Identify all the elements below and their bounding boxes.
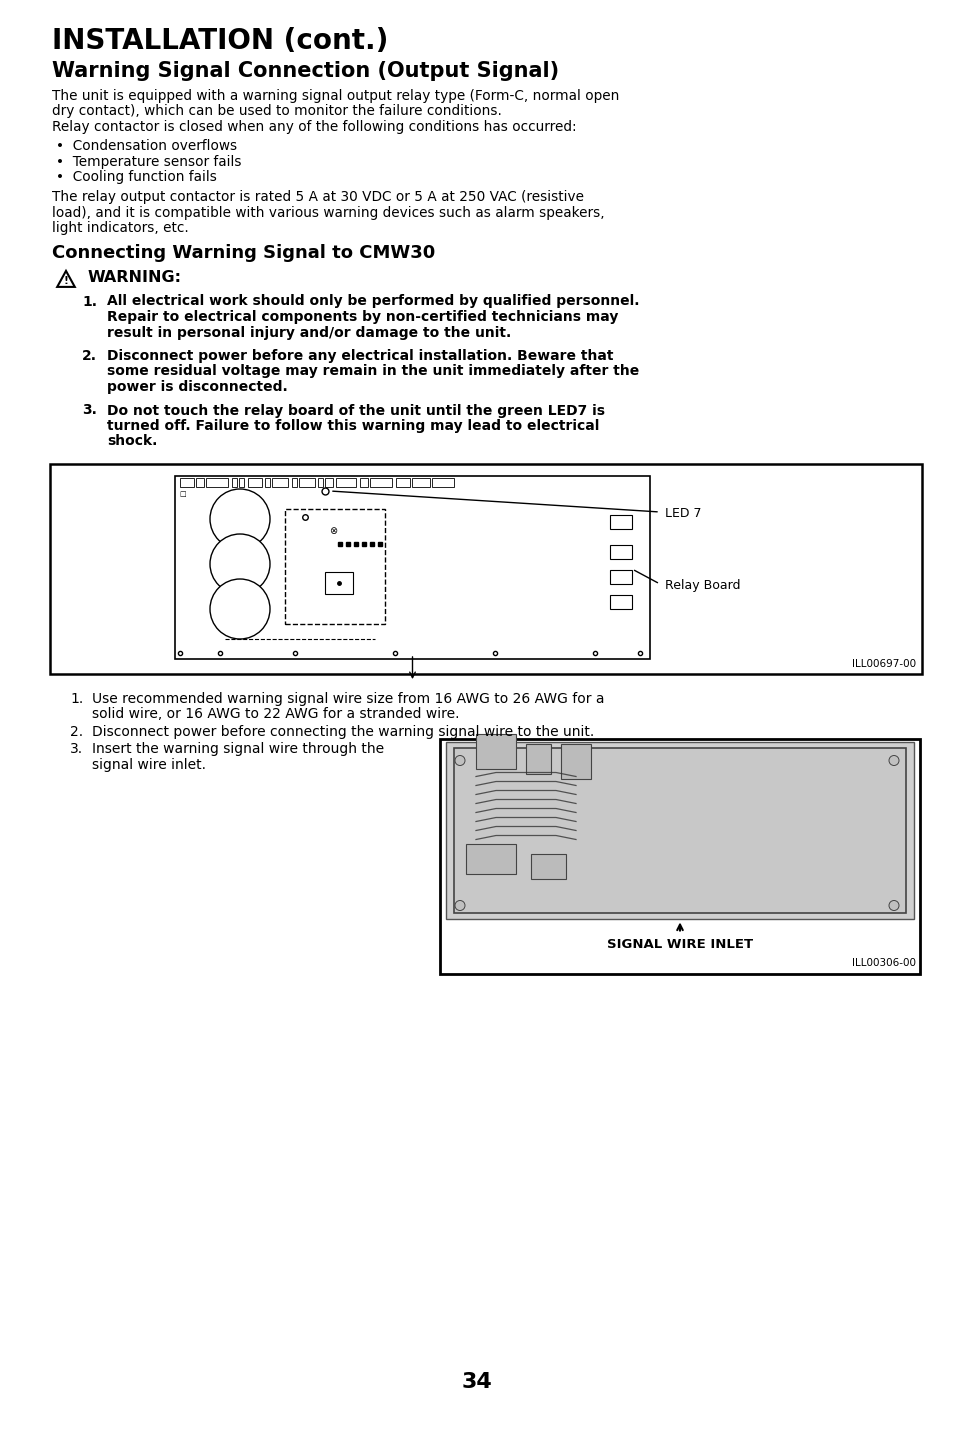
- Bar: [531, 855, 565, 879]
- Circle shape: [455, 901, 464, 911]
- Bar: [232, 479, 236, 487]
- Text: LED 7: LED 7: [664, 507, 700, 520]
- Bar: [609, 514, 631, 529]
- Text: shock.: shock.: [107, 434, 157, 448]
- Text: Insert the warning signal wire through the: Insert the warning signal wire through t…: [91, 743, 384, 756]
- Text: Use recommended warning signal wire size from 16 AWG to 26 AWG for a: Use recommended warning signal wire size…: [91, 693, 604, 706]
- Text: 1.: 1.: [82, 295, 97, 309]
- Text: ⊗: ⊗: [329, 526, 336, 536]
- Text: •  Cooling function fails: • Cooling function fails: [56, 171, 216, 184]
- Bar: [180, 479, 193, 487]
- Text: Relay contactor is closed when any of the following conditions has occurred:: Relay contactor is closed when any of th…: [52, 121, 576, 134]
- Text: •  Temperature sensor fails: • Temperature sensor fails: [56, 155, 241, 170]
- Text: SIGNAL WIRE INLET: SIGNAL WIRE INLET: [606, 937, 752, 950]
- Text: The relay output contactor is rated 5 A at 30 VDC or 5 A at 250 VAC (resistive: The relay output contactor is rated 5 A …: [52, 190, 583, 204]
- Text: Do not touch the relay board of the unit until the green LED7 is: Do not touch the relay board of the unit…: [107, 404, 604, 418]
- Text: power is disconnected.: power is disconnected.: [107, 379, 288, 394]
- Text: Disconnect power before connecting the warning signal wire to the unit.: Disconnect power before connecting the w…: [91, 726, 594, 739]
- Bar: [370, 479, 392, 487]
- Bar: [285, 509, 385, 624]
- Text: !: !: [64, 276, 69, 286]
- Text: 3.: 3.: [82, 404, 97, 418]
- Bar: [298, 479, 314, 487]
- Circle shape: [455, 756, 464, 766]
- Bar: [265, 479, 270, 487]
- Bar: [465, 845, 516, 875]
- Bar: [525, 744, 551, 775]
- Bar: [454, 749, 905, 914]
- Bar: [609, 570, 631, 583]
- Text: ILL00697-00: ILL00697-00: [851, 660, 915, 670]
- Bar: [335, 479, 355, 487]
- Circle shape: [888, 756, 898, 766]
- Bar: [325, 572, 353, 593]
- Bar: [206, 479, 228, 487]
- Bar: [609, 595, 631, 609]
- Bar: [50, 464, 921, 674]
- Text: 2.: 2.: [70, 726, 83, 739]
- Bar: [359, 479, 368, 487]
- Text: WARNING:: WARNING:: [88, 270, 182, 286]
- Text: 3.: 3.: [70, 743, 83, 756]
- Bar: [248, 479, 262, 487]
- Text: Relay Board: Relay Board: [664, 579, 740, 592]
- Text: Connecting Warning Signal to CMW30: Connecting Warning Signal to CMW30: [52, 244, 435, 263]
- Text: some residual voltage may remain in the unit immediately after the: some residual voltage may remain in the …: [107, 365, 639, 378]
- Bar: [412, 479, 430, 487]
- Bar: [272, 479, 288, 487]
- Text: result in personal injury and/or damage to the unit.: result in personal injury and/or damage …: [107, 326, 511, 339]
- Text: •  Condensation overflows: • Condensation overflows: [56, 139, 237, 154]
- Text: The unit is equipped with a warning signal output relay type (Form-C, normal ope: The unit is equipped with a warning sign…: [52, 89, 618, 103]
- Bar: [325, 479, 333, 487]
- Text: Warning Signal Connection (Output Signal): Warning Signal Connection (Output Signal…: [52, 60, 558, 80]
- Circle shape: [210, 489, 270, 549]
- Text: 34: 34: [461, 1372, 492, 1392]
- Text: □: □: [179, 491, 186, 497]
- Bar: [174, 476, 649, 660]
- Circle shape: [888, 901, 898, 911]
- Bar: [195, 479, 204, 487]
- Text: ILL00306-00: ILL00306-00: [851, 958, 915, 969]
- Bar: [432, 479, 454, 487]
- Circle shape: [210, 535, 270, 593]
- Bar: [292, 479, 296, 487]
- Text: All electrical work should only be performed by qualified personnel.: All electrical work should only be perfo…: [107, 295, 639, 309]
- Text: dry contact), which can be used to monitor the failure conditions.: dry contact), which can be used to monit…: [52, 105, 501, 118]
- Text: 2.: 2.: [82, 349, 97, 364]
- Text: Disconnect power before any electrical installation. Beware that: Disconnect power before any electrical i…: [107, 349, 613, 364]
- Text: INSTALLATION (cont.): INSTALLATION (cont.): [52, 27, 388, 55]
- Text: solid wire, or 16 AWG to 22 AWG for a stranded wire.: solid wire, or 16 AWG to 22 AWG for a st…: [91, 707, 459, 721]
- Bar: [439, 739, 919, 973]
- Text: light indicators, etc.: light indicators, etc.: [52, 221, 189, 236]
- Bar: [239, 479, 244, 487]
- Bar: [476, 734, 516, 769]
- Bar: [609, 545, 631, 559]
- Text: load), and it is compatible with various warning devices such as alarm speakers,: load), and it is compatible with various…: [52, 205, 604, 220]
- Bar: [395, 479, 410, 487]
- Text: Repair to electrical components by non-certified technicians may: Repair to electrical components by non-c…: [107, 310, 618, 323]
- Circle shape: [210, 579, 270, 639]
- Bar: [446, 743, 913, 920]
- Text: 1.: 1.: [70, 693, 83, 706]
- Text: signal wire inlet.: signal wire inlet.: [91, 757, 206, 772]
- Bar: [317, 479, 323, 487]
- Bar: [560, 744, 590, 779]
- Text: turned off. Failure to follow this warning may lead to electrical: turned off. Failure to follow this warni…: [107, 420, 598, 433]
